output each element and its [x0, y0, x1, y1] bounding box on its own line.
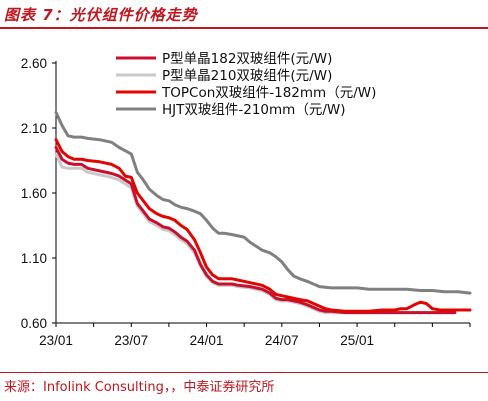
legend-label-1: P型单晶210双玻组件(元/W)	[162, 68, 332, 84]
legend: P型单晶182双玻组件(元/W)P型单晶210双玻组件(元/W)TOPCon双玻…	[116, 51, 376, 118]
legend-label-0: P型单晶182双玻组件(元/W)	[162, 51, 332, 67]
x-tick-label: 23/01	[39, 333, 73, 348]
source-note: 来源：Infolink Consulting，，中泰证券研究所	[4, 380, 275, 395]
figure-title: 图表 7：光伏组件价格走势	[4, 6, 198, 24]
y-tick-label: 1.10	[21, 251, 47, 266]
x-tick-label: 24/07	[265, 333, 299, 348]
price-line-chart: 2.60 2.10 1.60 1.10 0.60 23/01 23/07 24/01 24/07…	[21, 51, 472, 348]
y-tick-label: 1.60	[21, 186, 47, 201]
x-tick-label: 24/01	[190, 333, 224, 348]
series-layer	[54, 110, 472, 315]
title-rule	[0, 27, 488, 29]
legend-label-2: TOPCon双玻组件-182mm（元/W)	[161, 85, 376, 101]
x-tick-label: 23/07	[114, 333, 148, 348]
y-tick-label: 2.60	[21, 56, 47, 71]
source-rule	[0, 372, 488, 373]
y-tick-label: 0.60	[21, 316, 47, 331]
legend-label-3: HJT双玻组件-210mm（元/W)	[162, 102, 345, 118]
x-tick-label: 25/01	[340, 333, 374, 348]
y-tick-label: 2.10	[21, 121, 47, 136]
axes: 2.60 2.10 1.60 1.10 0.60 23/01 23/07 24/01 24/07…	[21, 56, 471, 348]
series-line-2	[54, 138, 472, 313]
series-line-3	[54, 110, 472, 295]
